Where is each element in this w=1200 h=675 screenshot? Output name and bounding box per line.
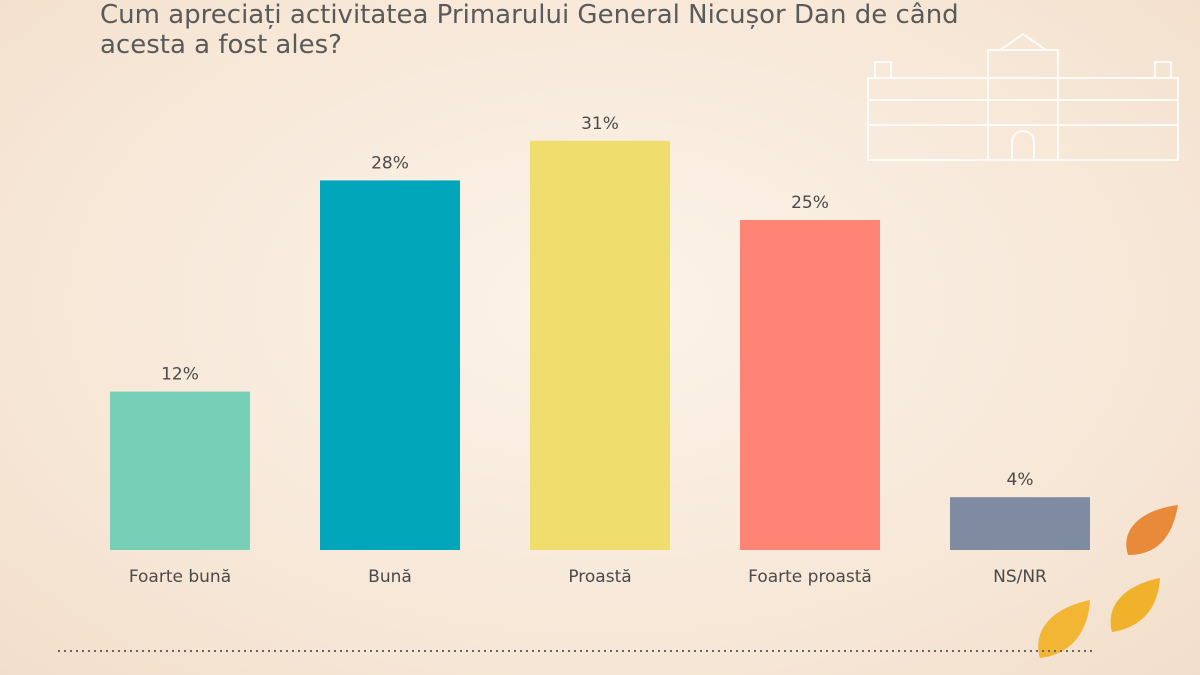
value-label: 25% bbox=[791, 193, 829, 213]
bar bbox=[320, 180, 460, 550]
x-tick-label: Bună bbox=[368, 567, 412, 587]
building-decoration bbox=[867, 32, 1179, 161]
x-tick-label: NS/NR bbox=[993, 567, 1047, 587]
x-tick-label: Foarte proastă bbox=[748, 567, 872, 587]
value-label: 28% bbox=[371, 153, 409, 173]
bar bbox=[740, 220, 880, 550]
value-label: 31% bbox=[581, 114, 619, 134]
chart-title: Cum apreciați activitatea Primarului Gen… bbox=[100, 0, 959, 60]
value-label: 12% bbox=[161, 365, 199, 385]
bar bbox=[110, 391, 250, 550]
x-tick-label: Foarte bună bbox=[129, 567, 231, 587]
bar bbox=[530, 140, 670, 551]
bar bbox=[950, 497, 1090, 550]
leaf-decoration bbox=[1038, 505, 1178, 658]
x-tick-label: Proastă bbox=[568, 567, 631, 587]
value-label: 4% bbox=[1007, 470, 1034, 490]
